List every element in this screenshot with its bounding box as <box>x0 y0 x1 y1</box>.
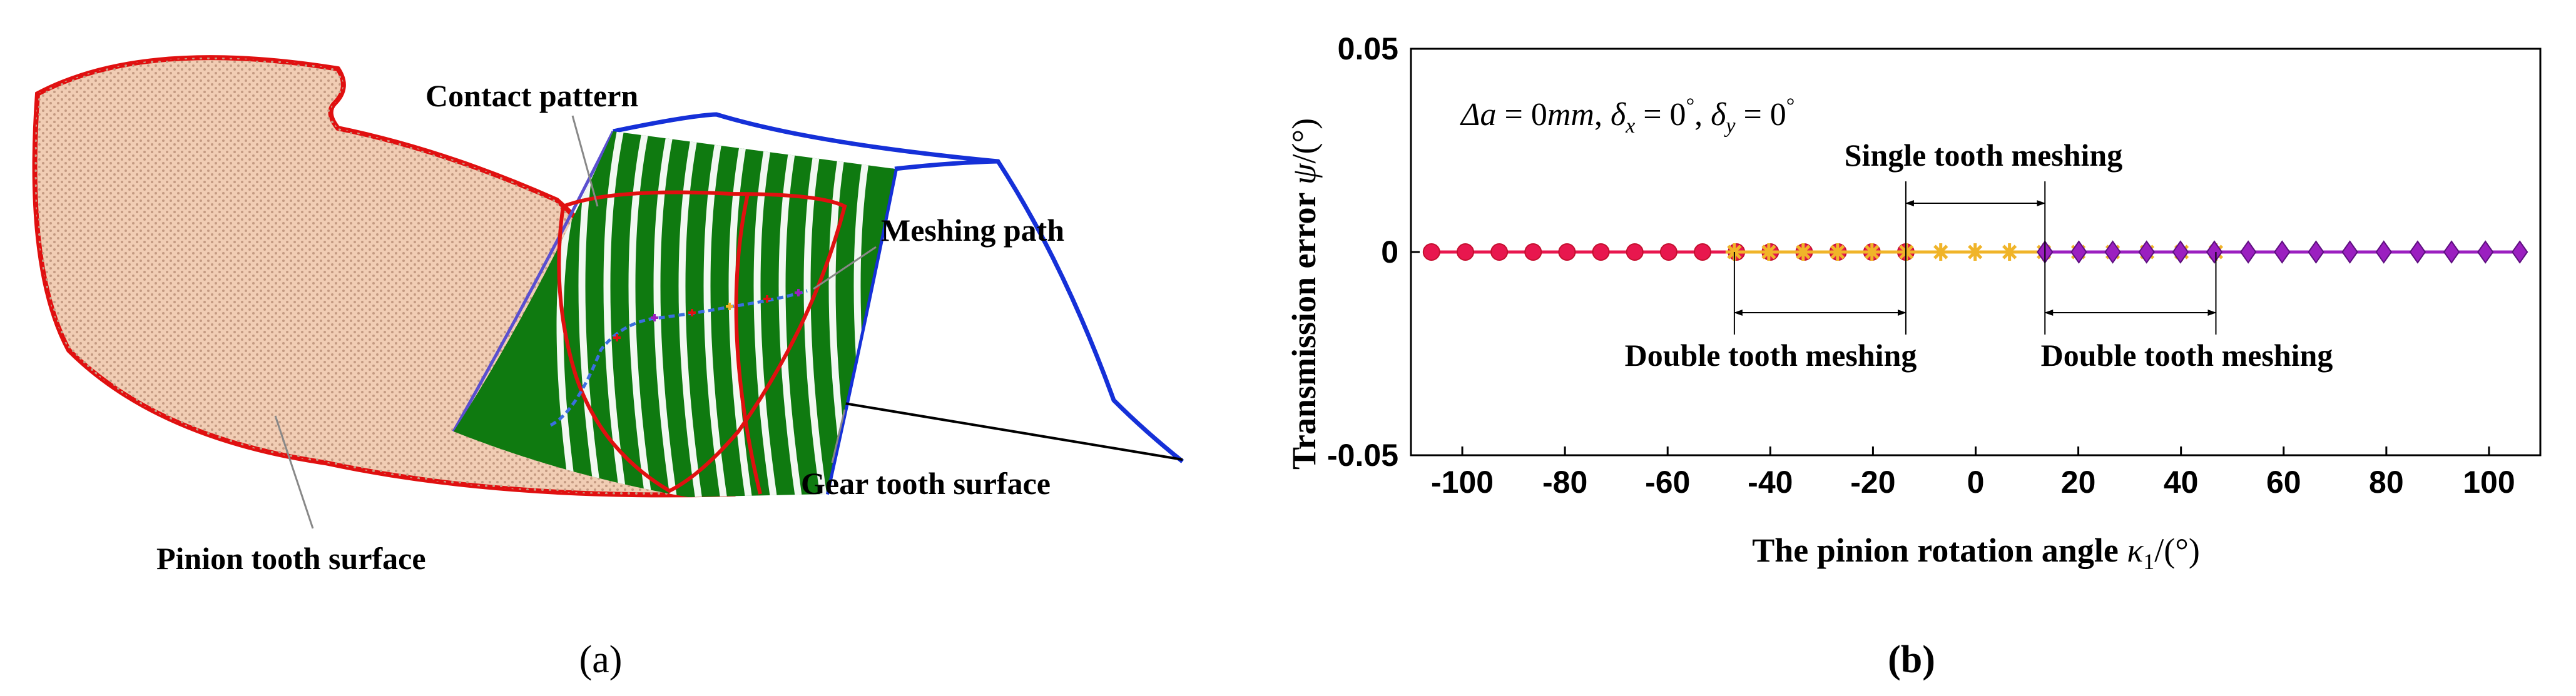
data-point-star <box>1863 243 1881 261</box>
gear-tooth-flank-line <box>452 130 615 433</box>
gear-tooth-surface-outline <box>613 112 1184 463</box>
data-point-star <box>1759 243 1778 261</box>
data-point-diamond <box>2070 240 2087 264</box>
data-point-star <box>1794 243 1812 261</box>
y-tick-label: 0 <box>1381 235 1398 270</box>
meshing-path-label: Meshing path <box>881 213 1064 248</box>
x-tick-label: 60 <box>2266 465 2301 500</box>
single-tooth-meshing-label: Single tooth meshing <box>1845 138 2123 173</box>
double-tooth-meshing-left-label: Double tooth meshing <box>1625 338 1917 373</box>
data-point-circle <box>1422 243 1440 261</box>
data-point-diamond <box>2375 240 2392 264</box>
x-tick-label: 100 <box>2463 465 2515 500</box>
panel-b-transmission-error-chart: -100 -80 -60 -40 -20 0 20 40 60 80 100 -0.0500.05 … <box>1285 31 2542 681</box>
data-point-diamond <box>2308 240 2324 264</box>
x-tick-label: 80 <box>2369 465 2404 500</box>
x-axis-ticks: -100 -80 -60 -40 -20 0 20 40 60 80 100 <box>1431 446 2515 500</box>
data-point-star <box>1966 243 1984 261</box>
parameter-annotation: Δa = 0mm, δx = 0°, δy = 0° <box>1460 94 1795 138</box>
data-point-diamond <box>2239 240 2257 264</box>
contact-pattern-label: Contact pattern <box>425 78 638 113</box>
pinion-tooth-surface-label: Pinion tooth surface <box>156 541 426 576</box>
panel-b-caption: (b) <box>1888 638 1935 681</box>
data-point-diamond <box>2341 240 2358 264</box>
x-axis-label: The pinion rotation angle κ1/(°) <box>1752 532 2200 574</box>
y-tick-label: 0.05 <box>1338 31 1398 66</box>
contact-boundary-curves <box>557 190 847 493</box>
y-axis-ticks: -0.05 0 0.05 <box>1327 31 1420 473</box>
x-tick-label: -40 <box>1748 465 1793 500</box>
leader-lines <box>274 115 877 529</box>
x-tick-label: 40 <box>2164 465 2199 500</box>
data-point-diamond <box>2443 240 2460 264</box>
gear-tooth-surface-label: Gear tooth surface <box>801 466 1051 501</box>
data-point-circle <box>1456 243 1474 261</box>
x-tick-label: -60 <box>1645 465 1690 500</box>
x-tick-label: -80 <box>1542 465 1587 500</box>
data-point-star <box>1932 243 1950 261</box>
data-point-diamond <box>2274 240 2291 264</box>
series-layer <box>1422 240 2528 264</box>
data-point-star <box>1828 243 1846 261</box>
data-point-circle <box>1694 243 1712 261</box>
x-tick-label: -20 <box>1850 465 1895 500</box>
data-point-circle <box>1592 243 1610 261</box>
data-point-diamond <box>2206 240 2223 264</box>
gear-tooth-base-line <box>825 399 1183 461</box>
data-point-star <box>2000 243 2019 261</box>
panel-a-caption: (a) <box>579 638 623 681</box>
region-annotations <box>1733 181 2217 335</box>
data-point-circle <box>1524 243 1542 261</box>
data-point-diamond <box>2172 240 2189 264</box>
data-point-circle <box>1659 243 1677 261</box>
x-tick-label: -100 <box>1431 465 1494 500</box>
panel-a-tooth-surfaces: Contact pattern Meshing path Gear tooth … <box>32 55 1184 681</box>
data-point-diamond <box>2511 240 2528 264</box>
data-point-diamond <box>2104 240 2121 264</box>
contact-red-line <box>734 193 762 495</box>
x-tick-label: 0 <box>1967 465 1985 500</box>
x-tick-label: 20 <box>2061 465 2096 500</box>
data-point-diamond <box>2477 240 2494 264</box>
y-tick-label: -0.05 <box>1327 438 1398 473</box>
data-point-circle <box>1558 243 1576 261</box>
y-axis-label: Transmission error ψ/(°) <box>1285 118 1323 470</box>
double-tooth-meshing-right-label: Double tooth meshing <box>2041 338 2333 373</box>
data-point-circle <box>1626 243 1644 261</box>
data-point-diamond <box>2138 240 2155 264</box>
data-point-diamond <box>2409 240 2426 264</box>
meshing-path-markers <box>613 289 802 341</box>
data-point-circle <box>1490 243 1509 261</box>
